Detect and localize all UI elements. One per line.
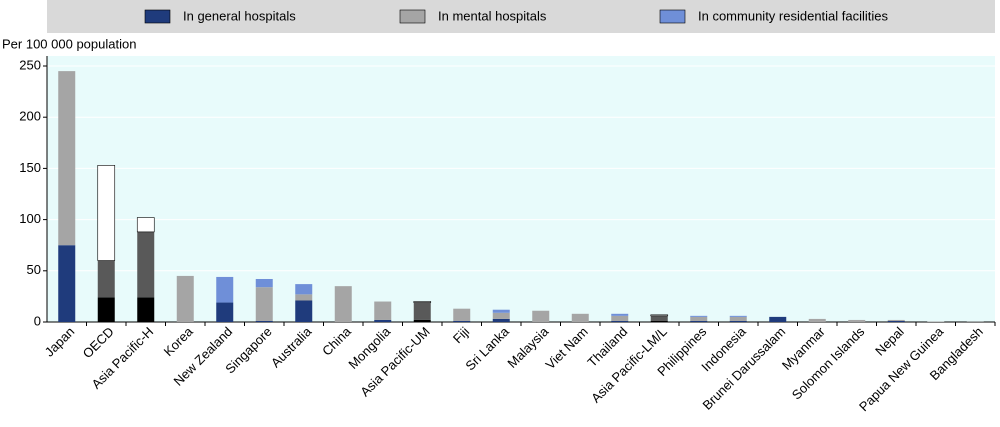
bar-segment xyxy=(295,284,312,294)
bar-segment xyxy=(651,316,668,321)
bar-segment xyxy=(374,302,391,320)
bar-segment xyxy=(98,297,115,322)
x-tick-label: Viet Nam xyxy=(543,324,591,372)
x-tick-label: Fiji xyxy=(450,324,472,346)
x-tick-label: Australia xyxy=(268,323,315,370)
bar-segment xyxy=(611,321,628,322)
bar-segment xyxy=(335,286,352,322)
bar-segment xyxy=(493,310,510,313)
bar-segment xyxy=(256,287,273,321)
bar-segment xyxy=(532,311,549,322)
bar-segment xyxy=(58,71,75,245)
bar-segment xyxy=(295,300,312,322)
legend-label: In mental hospitals xyxy=(438,8,547,23)
bar-segment xyxy=(690,321,707,322)
bar-segment xyxy=(256,279,273,287)
y-tick-label: 50 xyxy=(27,262,41,277)
bar-segment xyxy=(572,314,589,322)
x-tick-label: Korea xyxy=(161,323,197,359)
bar-segment xyxy=(493,313,510,319)
x-tick-label: Asia Pacific-UM xyxy=(357,324,432,399)
bar-segment xyxy=(888,321,905,322)
bar-segment xyxy=(690,316,707,317)
y-axis-label: Per 100 000 population xyxy=(2,36,136,51)
bar-segment xyxy=(137,232,154,298)
x-tick-label: Japan xyxy=(42,324,78,360)
bar-segment xyxy=(809,319,826,322)
bar-segment xyxy=(137,297,154,322)
x-tick-label: Sri Lanka xyxy=(462,323,512,373)
y-tick-label: 200 xyxy=(19,109,41,124)
bar-segment xyxy=(730,316,747,317)
bar-segment xyxy=(848,320,865,322)
x-tick-label: Solomon Islands xyxy=(789,324,868,403)
bar-segment xyxy=(256,321,273,322)
y-tick-label: 250 xyxy=(19,57,41,72)
bar-segment xyxy=(374,320,391,322)
bar-segment xyxy=(414,320,431,322)
bar-segment xyxy=(177,276,194,322)
bar-segment xyxy=(651,315,668,316)
bar-segment xyxy=(216,303,233,322)
x-tick-label: OECD xyxy=(80,324,117,361)
legend-swatch xyxy=(660,10,685,23)
bar-segment xyxy=(611,314,628,316)
y-tick-label: 100 xyxy=(19,211,41,226)
bar-segment xyxy=(611,316,628,321)
y-tick-label: 0 xyxy=(34,313,41,328)
bar-segment xyxy=(137,218,154,232)
bar-segment xyxy=(927,321,944,322)
bar-segment xyxy=(888,320,905,321)
bar-segment xyxy=(98,165,115,260)
legend-swatch xyxy=(145,10,170,23)
x-tick-label: China xyxy=(319,323,354,358)
bar-segment xyxy=(216,277,233,303)
bar-segment xyxy=(98,261,115,298)
legend-label: In community residential facilities xyxy=(698,8,889,23)
bar-segment xyxy=(651,321,668,322)
bar-segment xyxy=(769,317,786,322)
legend-swatch xyxy=(400,10,425,23)
bar-segment xyxy=(453,321,470,322)
legend-label: In general hospitals xyxy=(183,8,296,23)
bar-segment xyxy=(730,317,747,321)
bar-segment xyxy=(453,309,470,321)
bar-segment xyxy=(730,321,747,322)
y-tick-label: 150 xyxy=(19,160,41,175)
bar-segment xyxy=(690,317,707,321)
x-tick-label: Nepal xyxy=(872,324,907,359)
bar-segment xyxy=(493,319,510,322)
bar-segment xyxy=(295,294,312,300)
bar-segment xyxy=(414,302,431,303)
bar-segment xyxy=(414,303,431,320)
bar-segment xyxy=(58,245,75,322)
